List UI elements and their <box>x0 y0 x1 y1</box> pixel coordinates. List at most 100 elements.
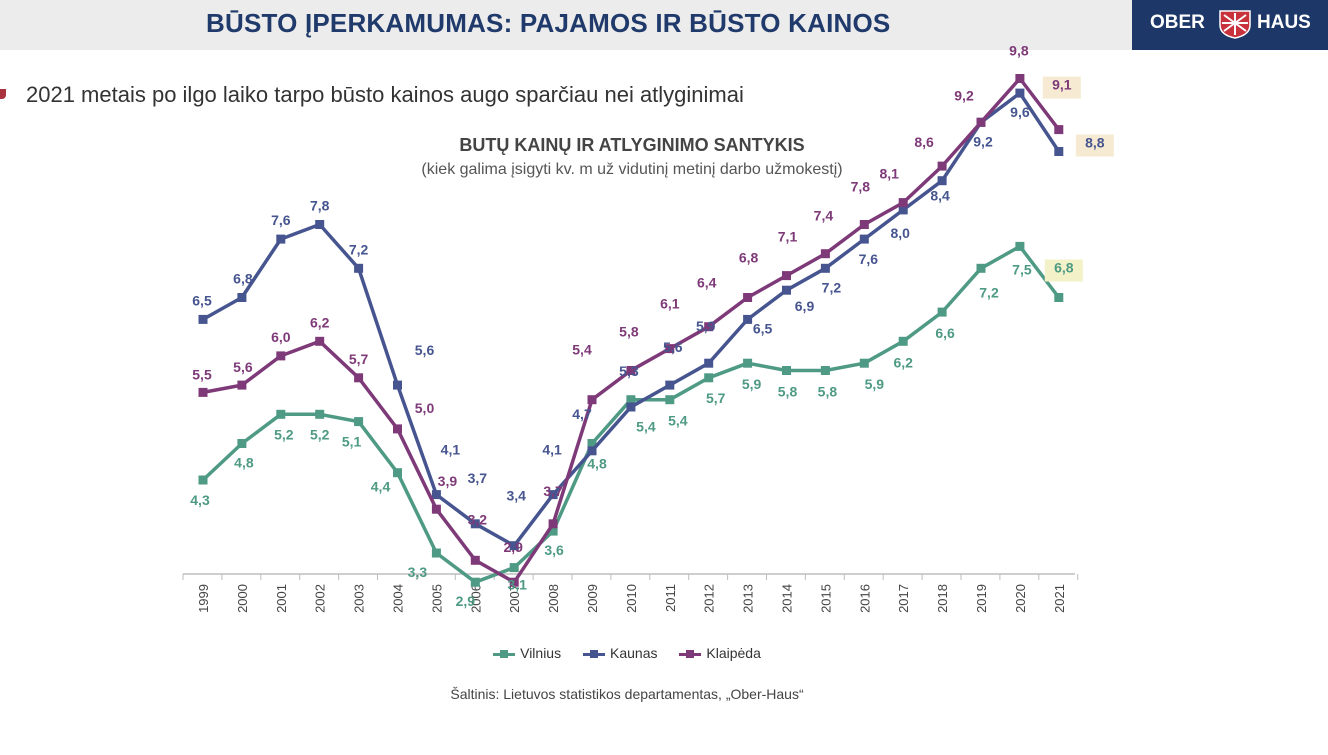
data-point <box>354 373 364 383</box>
data-label: 8,4 <box>930 188 950 204</box>
bullet-icon <box>0 89 6 99</box>
data-label: 6,4 <box>697 275 717 291</box>
x-tick-label: 2010 <box>624 584 639 613</box>
x-tick-label: 2011 <box>663 584 678 612</box>
x-tick-label: 2004 <box>391 584 406 613</box>
data-point <box>470 519 480 529</box>
data-label: 5,2 <box>274 426 294 442</box>
data-label: 3,7 <box>543 483 563 499</box>
data-point <box>587 446 597 456</box>
data-label: 3,7 <box>468 470 488 486</box>
data-label: 5,6 <box>415 342 435 358</box>
data-point <box>704 358 714 368</box>
data-point <box>354 417 364 427</box>
data-label: 4,1 <box>441 442 461 458</box>
data-point <box>470 577 480 587</box>
data-point <box>587 439 597 448</box>
data-label: 5,7 <box>706 390 726 406</box>
data-point <box>743 358 753 368</box>
data-point <box>898 205 908 215</box>
data-point <box>393 424 402 434</box>
data-label: 6,5 <box>753 320 773 336</box>
data-point <box>509 541 519 551</box>
data-label: 5,5 <box>192 366 212 382</box>
data-label: 5,9 <box>865 376 885 392</box>
data-point <box>859 220 869 229</box>
data-label: 5,2 <box>310 426 330 442</box>
data-point <box>276 234 286 244</box>
x-tick-label: 2008 <box>546 584 561 613</box>
x-tick-label: 2015 <box>818 584 833 613</box>
x-tick-label: 2021 <box>1052 584 1067 613</box>
data-point <box>470 555 480 565</box>
data-label: 4,4 <box>371 479 391 495</box>
data-label: 6,9 <box>795 298 815 314</box>
data-point <box>937 161 947 171</box>
data-point <box>665 395 675 405</box>
chart-subtitle: (kiek galima įsigyti kv. m už vidutinį m… <box>421 161 843 178</box>
data-label: 3,4 <box>506 488 526 504</box>
page-title: BŪSTO ĮPERKAMUMAS: PAJAMOS IR BŪSTO KAIN… <box>206 8 891 38</box>
data-point <box>898 336 908 346</box>
data-label: 7,2 <box>979 284 999 300</box>
data-point <box>937 307 947 317</box>
subtitle: 2021 metais po ilgo laiko tarpo būsto ka… <box>26 82 744 107</box>
data-point <box>704 373 714 383</box>
data-label: 3,2 <box>468 511 488 527</box>
data-label: 6,1 <box>660 296 680 312</box>
data-label: 9,1 <box>1052 77 1072 93</box>
data-point <box>1054 147 1064 156</box>
data-label: 8,0 <box>890 225 910 241</box>
data-label: 3,3 <box>408 564 428 580</box>
data-label: 5,6 <box>233 359 253 375</box>
data-label: 2,9 <box>503 539 523 555</box>
data-label: 5,1 <box>342 434 362 450</box>
data-label: 7,5 <box>1012 261 1032 277</box>
data-point <box>976 117 986 127</box>
data-point <box>626 395 636 405</box>
data-label: 4,7 <box>572 406 592 422</box>
data-label: 5,4 <box>572 342 592 358</box>
chart-legend: Vilnius Kaunas Klaipėda <box>0 645 1254 661</box>
data-label: 8,1 <box>879 166 899 182</box>
data-label: 3,6 <box>544 542 564 558</box>
data-label: 7,6 <box>859 251 879 267</box>
data-label: 5,8 <box>619 324 639 340</box>
data-point <box>782 285 791 295</box>
data-point <box>820 366 830 375</box>
legend-swatch-klaipeda <box>679 649 702 658</box>
data-point <box>859 358 869 368</box>
data-label: 6,6 <box>935 325 955 341</box>
x-tick-label: 2012 <box>702 584 717 613</box>
data-point <box>198 314 208 324</box>
data-point <box>898 198 908 208</box>
data-point <box>782 271 791 281</box>
data-label: 4,8 <box>587 456 607 472</box>
data-label: 9,8 <box>1009 43 1029 59</box>
data-point <box>276 351 286 361</box>
x-tick-label: 2003 <box>352 584 367 613</box>
data-point <box>665 380 675 390</box>
data-point <box>315 220 325 229</box>
data-point <box>354 263 364 273</box>
logo-text-left: OBER <box>1150 12 1205 33</box>
data-label: 5,9 <box>696 318 716 334</box>
data-point <box>548 526 558 536</box>
data-point <box>1054 293 1064 302</box>
data-label: 6,8 <box>233 271 253 287</box>
data-point <box>782 366 791 375</box>
data-label: 8,8 <box>1085 135 1105 151</box>
data-label: 6,5 <box>192 292 212 308</box>
x-tick-label: 2001 <box>274 584 289 613</box>
data-point <box>393 468 402 478</box>
chart-title: BUTŲ KAINŲ IR ATLYGINIMO SANTYKIS <box>459 135 805 155</box>
data-point <box>198 475 208 485</box>
data-label: 9,2 <box>954 87 974 103</box>
source-note: Šaltinis: Lietuvos statistikos departame… <box>450 686 804 702</box>
x-tick-label: 2020 <box>1013 584 1028 613</box>
data-label: 7,2 <box>349 241 369 257</box>
data-label: 6,8 <box>739 250 759 266</box>
legend-swatch-kaunas <box>583 649 605 658</box>
highlight-box <box>1042 76 1081 99</box>
